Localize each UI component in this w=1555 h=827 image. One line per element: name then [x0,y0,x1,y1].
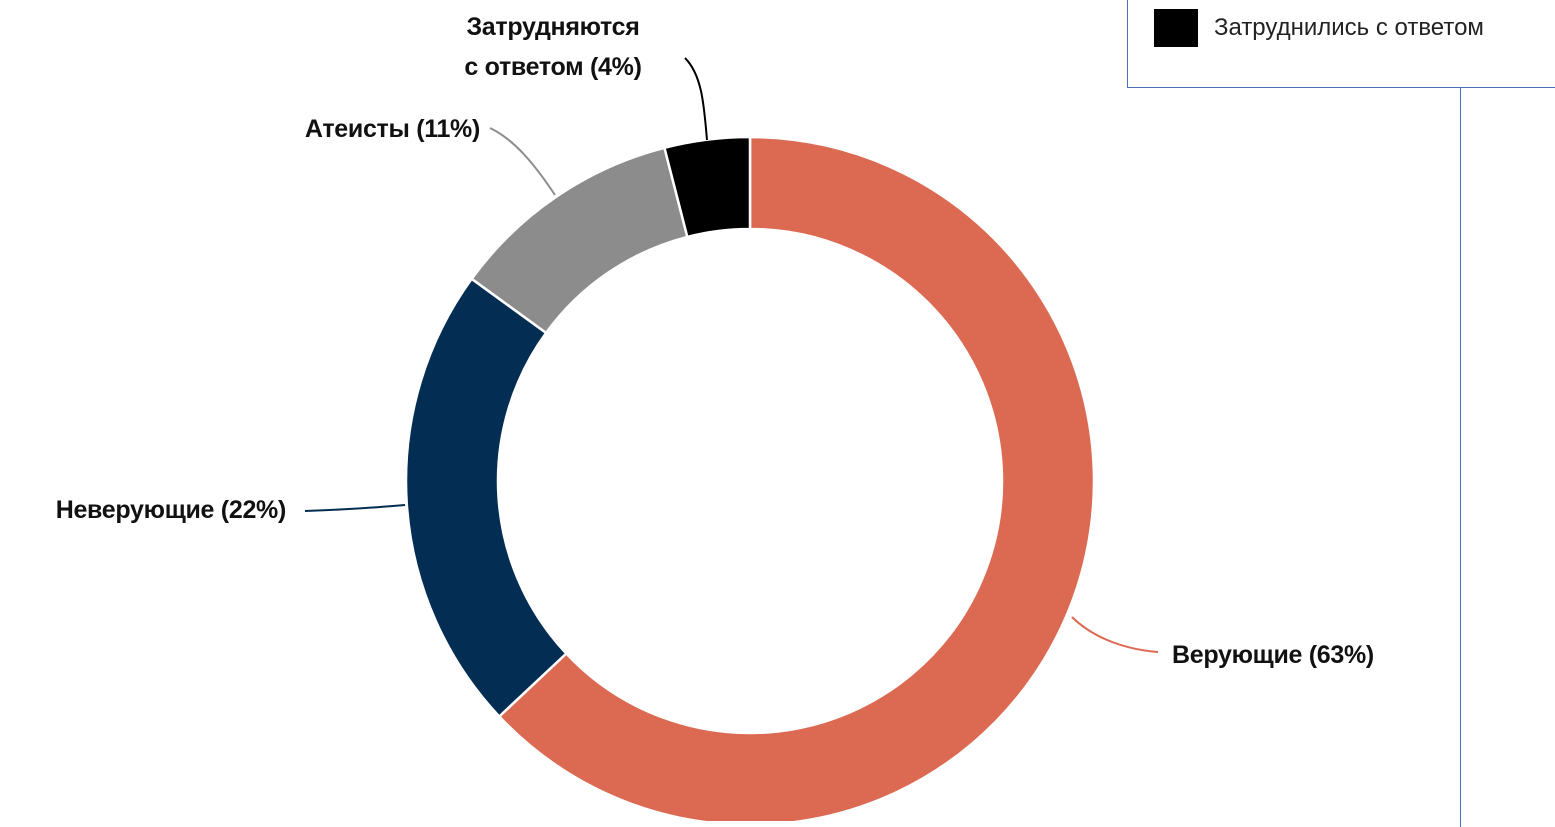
slice-label-undecided-line2: с ответом (4%) [464,53,641,81]
leader-line-non-believers [304,504,406,512]
leader-line-believers [1071,616,1159,653]
vertical-divider-line [1460,87,1461,827]
leader-line-undecided [684,57,708,141]
slice-label-non-believers: Неверующие (22%) [56,496,286,524]
leader-line-atheists [489,127,556,196]
slice-labels-layer: Верующие (63%) Неверующие (22%) Атеисты (1… [56,13,1375,669]
slice-non-believers [404,277,569,719]
leader-lines-layer [304,57,1159,653]
slice-undecided [662,135,752,239]
slice-label-atheists: Атеисты (11%) [305,115,480,143]
slice-label-believers: Верующие (63%) [1172,641,1374,669]
legend-swatch [1154,9,1198,47]
legend-label: Затруднились с ответом [1214,14,1484,41]
slices-layer [404,135,1096,821]
legend: Затруднились с ответом [1127,0,1555,88]
slice-believers [497,135,1096,821]
legend-item-no-answer: Затруднились с ответом [1154,9,1484,47]
slice-label-undecided-line1: Затрудняются [466,13,639,41]
